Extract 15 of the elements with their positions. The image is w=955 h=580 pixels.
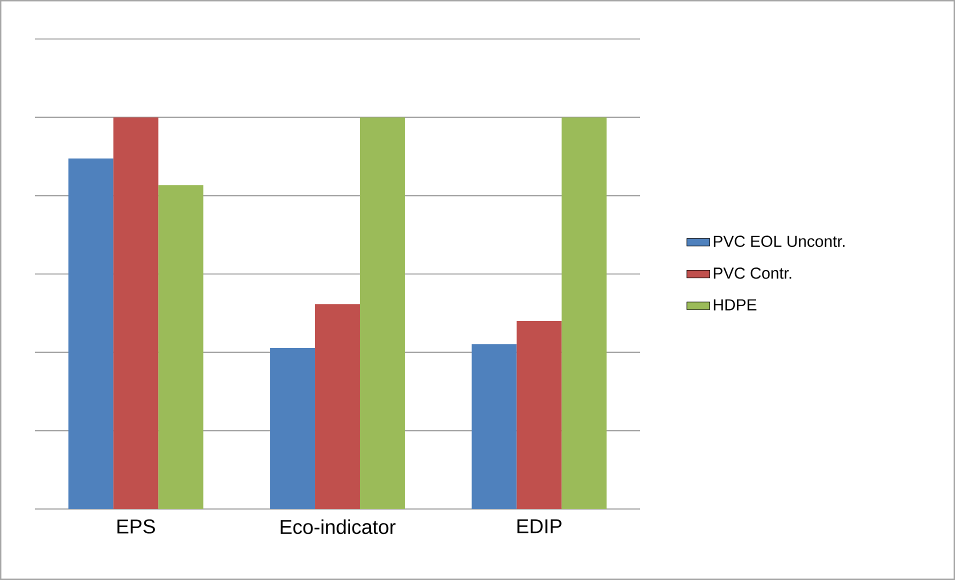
legend-label: HDPE: [714, 299, 756, 310]
bar: [113, 117, 158, 509]
bar: [562, 117, 607, 509]
bar: [360, 117, 405, 509]
bar: [158, 185, 204, 509]
x-tick-label: Eco-indicator: [280, 519, 396, 534]
legend-label: PVC Contr.: [714, 267, 792, 279]
legend-label: PVC EOL Uncontr.: [714, 236, 845, 247]
bar: [516, 320, 562, 509]
x-tick-label: EPS: [117, 519, 155, 534]
bar: [472, 344, 517, 509]
bar: [270, 348, 316, 509]
bar: [315, 304, 360, 509]
x-tick-label: EDIP: [517, 519, 562, 534]
bar: [68, 158, 114, 509]
